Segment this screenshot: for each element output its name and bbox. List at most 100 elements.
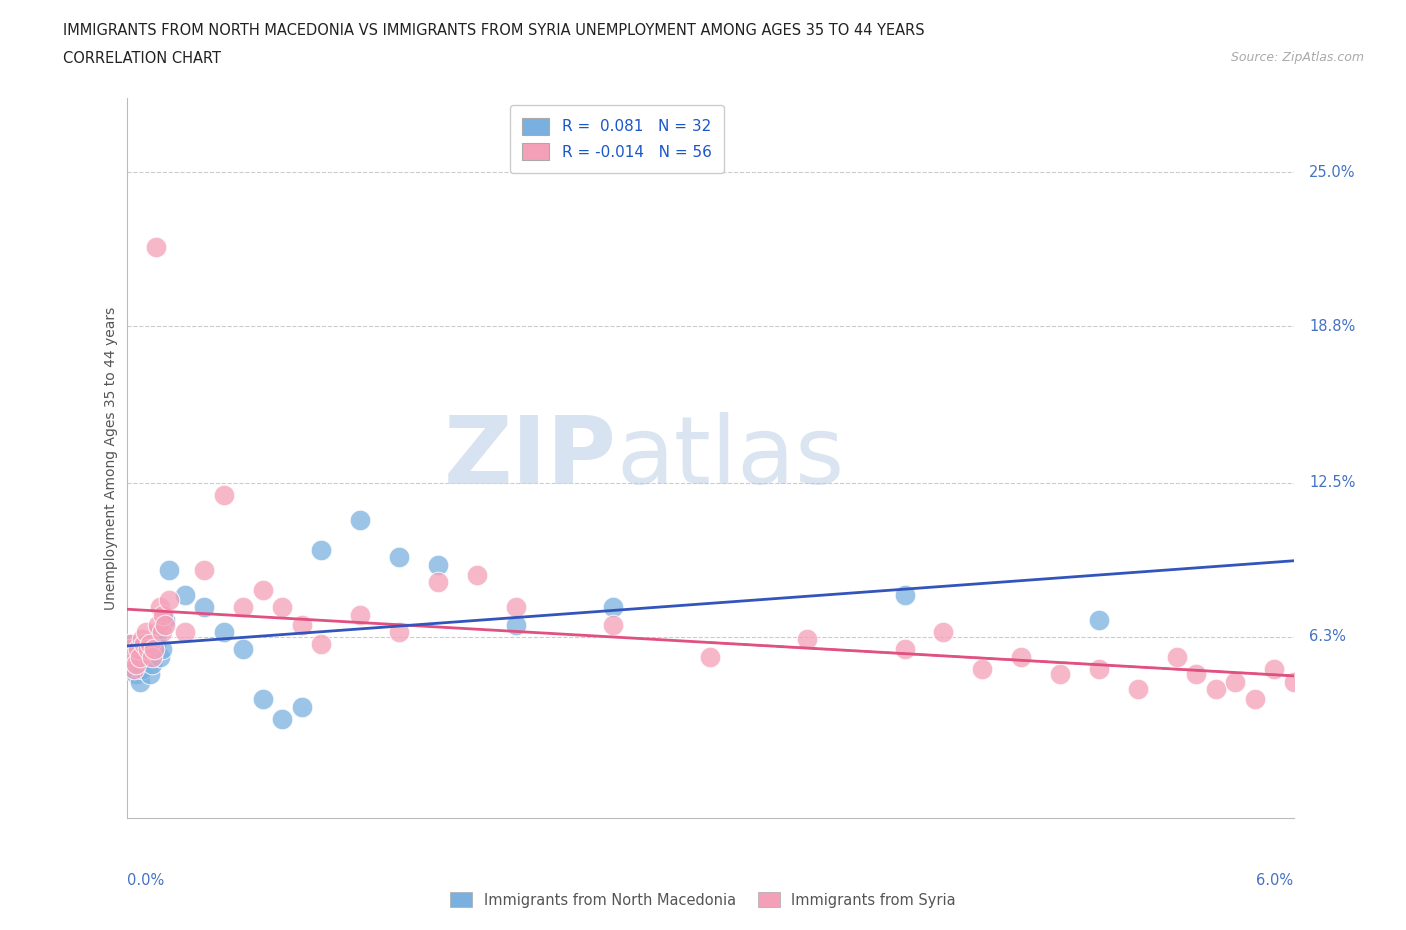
Point bbox=[1205, 682, 1227, 697]
Point bbox=[1185, 667, 1208, 682]
Point bbox=[602, 618, 624, 632]
Legend: Immigrants from North Macedonia, Immigrants from Syria: Immigrants from North Macedonia, Immigra… bbox=[444, 886, 962, 913]
Point bbox=[132, 637, 155, 652]
Point bbox=[129, 649, 152, 664]
Text: IMMIGRANTS FROM NORTH MACEDONIA VS IMMIGRANTS FROM SYRIA UNEMPLOYMENT AMONG AGES: IMMIGRANTS FROM NORTH MACEDONIA VS IMMIG… bbox=[63, 23, 925, 38]
Point bbox=[1088, 612, 1111, 627]
Point bbox=[1360, 674, 1382, 689]
Point bbox=[120, 637, 142, 652]
Point bbox=[309, 637, 332, 652]
Point bbox=[1010, 649, 1032, 664]
Point bbox=[271, 711, 294, 726]
Point bbox=[602, 600, 624, 615]
Point bbox=[309, 542, 332, 557]
Point bbox=[426, 575, 449, 590]
Point bbox=[157, 563, 180, 578]
Point bbox=[120, 637, 142, 652]
Legend: R =  0.081   N = 32, R = -0.014   N = 56: R = 0.081 N = 32, R = -0.014 N = 56 bbox=[509, 105, 724, 173]
Point bbox=[1243, 692, 1265, 707]
Point bbox=[155, 612, 177, 627]
Point bbox=[146, 625, 169, 640]
Point bbox=[505, 618, 527, 632]
Point bbox=[1088, 662, 1111, 677]
Point bbox=[1223, 674, 1247, 689]
Point bbox=[139, 667, 162, 682]
Point bbox=[121, 649, 143, 664]
Text: 12.5%: 12.5% bbox=[1309, 475, 1355, 490]
Point bbox=[932, 625, 955, 640]
Point bbox=[142, 642, 165, 657]
Point bbox=[125, 657, 148, 671]
Point bbox=[121, 649, 143, 664]
Y-axis label: Unemployment Among Ages 35 to 44 years: Unemployment Among Ages 35 to 44 years bbox=[104, 306, 118, 610]
Point bbox=[150, 642, 173, 657]
Point bbox=[212, 488, 235, 503]
Point bbox=[131, 632, 153, 647]
Point bbox=[1341, 662, 1364, 677]
Point bbox=[252, 582, 274, 597]
Point bbox=[136, 642, 159, 657]
Point bbox=[1379, 667, 1402, 682]
Point bbox=[149, 600, 172, 615]
Point bbox=[893, 587, 915, 602]
Point bbox=[125, 667, 148, 682]
Point bbox=[132, 649, 155, 664]
Point bbox=[1322, 682, 1344, 697]
Point bbox=[174, 587, 197, 602]
Point bbox=[349, 607, 371, 622]
Point bbox=[1263, 662, 1285, 677]
Point bbox=[141, 649, 163, 664]
Point bbox=[117, 642, 139, 657]
Point bbox=[155, 618, 177, 632]
Point bbox=[124, 662, 146, 677]
Point bbox=[139, 637, 162, 652]
Text: Source: ZipAtlas.com: Source: ZipAtlas.com bbox=[1230, 51, 1364, 64]
Point bbox=[505, 600, 527, 615]
Point bbox=[465, 567, 488, 582]
Point bbox=[388, 625, 411, 640]
Point bbox=[796, 632, 818, 647]
Text: CORRELATION CHART: CORRELATION CHART bbox=[63, 51, 221, 66]
Point bbox=[212, 625, 235, 640]
Text: ZIP: ZIP bbox=[444, 412, 617, 504]
Text: 18.8%: 18.8% bbox=[1309, 319, 1355, 334]
Point bbox=[426, 557, 449, 572]
Point bbox=[127, 657, 149, 671]
Point bbox=[193, 563, 215, 578]
Text: 25.0%: 25.0% bbox=[1309, 165, 1355, 179]
Point bbox=[157, 592, 180, 607]
Point bbox=[893, 642, 915, 657]
Point bbox=[1126, 682, 1149, 697]
Point bbox=[145, 239, 167, 254]
Point bbox=[145, 637, 167, 652]
Text: 6.0%: 6.0% bbox=[1257, 873, 1294, 888]
Point bbox=[290, 618, 312, 632]
Point bbox=[1282, 674, 1305, 689]
Point bbox=[972, 662, 994, 677]
Point bbox=[131, 662, 153, 677]
Point bbox=[1049, 667, 1071, 682]
Point bbox=[232, 600, 254, 615]
Point bbox=[1166, 649, 1188, 664]
Point bbox=[149, 649, 172, 664]
Point bbox=[271, 600, 294, 615]
Point bbox=[252, 692, 274, 707]
Point bbox=[699, 649, 721, 664]
Point bbox=[150, 625, 173, 640]
Point bbox=[135, 637, 157, 652]
Point bbox=[174, 625, 197, 640]
Point bbox=[129, 674, 152, 689]
Point bbox=[124, 662, 146, 677]
Point bbox=[349, 512, 371, 527]
Point bbox=[232, 642, 254, 657]
Text: 0.0%: 0.0% bbox=[127, 873, 163, 888]
Point bbox=[127, 642, 149, 657]
Point bbox=[141, 657, 163, 671]
Point bbox=[290, 699, 312, 714]
Text: atlas: atlas bbox=[617, 412, 845, 504]
Point bbox=[146, 618, 169, 632]
Point bbox=[193, 600, 215, 615]
Point bbox=[1302, 667, 1324, 682]
Text: 6.3%: 6.3% bbox=[1309, 630, 1346, 644]
Point bbox=[135, 625, 157, 640]
